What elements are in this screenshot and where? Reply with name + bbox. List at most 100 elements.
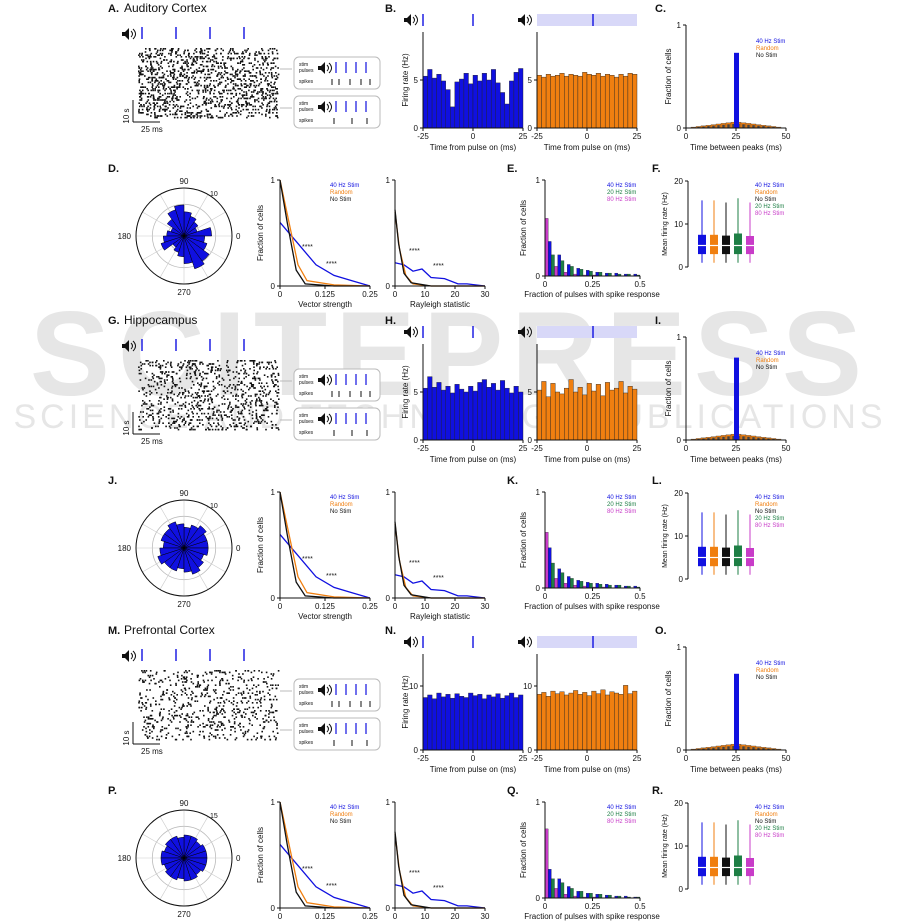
spike-dot: [151, 72, 153, 74]
inset-frame: [293, 678, 381, 712]
spike-dot: [197, 716, 199, 718]
spike-dot: [245, 86, 247, 88]
spike-dot: [215, 52, 218, 55]
x-tick-label: 25: [732, 444, 741, 453]
spike-dot: [231, 67, 234, 69]
spike-dot: [166, 689, 169, 691]
spike-dot: [270, 374, 273, 376]
spike-dot: [217, 713, 219, 715]
spike-dot: [175, 56, 178, 58]
spike-dot: [147, 408, 150, 410]
spike-dot: [160, 380, 162, 383]
spike-dot: [272, 112, 274, 114]
spike-dot: [163, 385, 166, 388]
spike-dot: [201, 104, 204, 106]
spike-dot: [236, 78, 239, 80]
spike-dot: [151, 86, 153, 88]
spike-dot: [251, 75, 253, 77]
spike-dot: [249, 695, 251, 698]
spike-dot: [149, 718, 152, 720]
spike-dot: [250, 425, 252, 428]
inset-stim-label: stim: [299, 723, 308, 729]
spike-dot: [198, 734, 201, 736]
spike-dot: [277, 684, 279, 686]
spike-dot: [257, 92, 259, 95]
psth-bar: [577, 75, 583, 129]
spike-dot: [269, 96, 272, 98]
spike-dot: [141, 83, 144, 85]
spike-dot: [261, 404, 264, 407]
spike-dot: [261, 361, 264, 364]
spike-dot: [216, 706, 218, 709]
spike-dot: [229, 104, 232, 106]
spike-dot: [262, 92, 264, 95]
polar-outer-ring: [135, 499, 233, 597]
spike-dot: [242, 64, 244, 66]
legend-entry: 20 Hz Stim: [755, 204, 784, 210]
spike-dot: [139, 56, 141, 58]
spike-dot: [270, 376, 273, 378]
spike-dot: [267, 84, 270, 87]
boxplot: [722, 514, 730, 575]
spike-dot: [239, 710, 241, 712]
spike-dot: [273, 100, 276, 103]
spike-dot: [183, 676, 186, 678]
ibi-bar-nostim: [712, 437, 715, 440]
spike-dot: [187, 409, 190, 412]
spike-dot: [274, 99, 276, 101]
significance-stars: ****: [433, 885, 444, 892]
spike-dot: [271, 48, 274, 50]
spike-dot: [253, 64, 256, 66]
spike-dot: [245, 70, 247, 72]
spike-dot: [196, 81, 199, 84]
random-shade: [537, 326, 637, 338]
spike-dot: [215, 425, 218, 428]
spike-dot: [240, 422, 242, 424]
spike-dot: [271, 364, 273, 367]
spike-dot: [191, 64, 194, 66]
spike-dot: [198, 105, 201, 108]
spike-dot: [221, 92, 223, 95]
spike-dot: [168, 96, 171, 98]
spike-dot: [259, 702, 262, 704]
spike-dot: [182, 364, 184, 367]
spike-dot: [166, 59, 168, 61]
psth-bar: [564, 694, 570, 751]
spike-dot: [138, 425, 140, 428]
spike-dot: [259, 91, 261, 93]
spike-dot: [196, 112, 199, 114]
spike-dot: [163, 360, 165, 362]
spike-dot: [230, 411, 232, 413]
spike-dot: [244, 83, 247, 85]
spike-dot: [167, 676, 170, 678]
spike-dot: [186, 679, 188, 682]
spike-dot: [206, 385, 208, 388]
spike-dot: [272, 382, 274, 384]
spike-dot: [202, 70, 205, 72]
spike-dot: [161, 718, 164, 720]
spike-dot: [235, 395, 237, 397]
spike-dot: [170, 60, 172, 63]
spike-dot: [231, 714, 234, 717]
spike-dot: [249, 368, 251, 370]
spike-dot: [179, 54, 181, 56]
spike-dot: [140, 91, 142, 93]
spike-dot: [256, 80, 258, 82]
psth-bar: [518, 694, 524, 751]
spike-dot: [176, 83, 179, 85]
spike-dot: [276, 409, 278, 412]
spike-dot: [196, 686, 199, 688]
spike-dot: [168, 710, 170, 712]
spike-dot: [253, 369, 255, 372]
spike-dot: [145, 727, 147, 730]
spike-dot: [210, 369, 212, 372]
spike-dot: [155, 80, 157, 82]
spike-dot: [169, 110, 171, 112]
legend-entry: 40 Hz Stim: [756, 661, 785, 667]
x-tick-label: 0.125: [315, 290, 336, 299]
spike-dot: [251, 417, 254, 420]
spike-dot: [241, 59, 244, 61]
x-axis-label: Fraction of pulses with spike response: [524, 602, 660, 611]
